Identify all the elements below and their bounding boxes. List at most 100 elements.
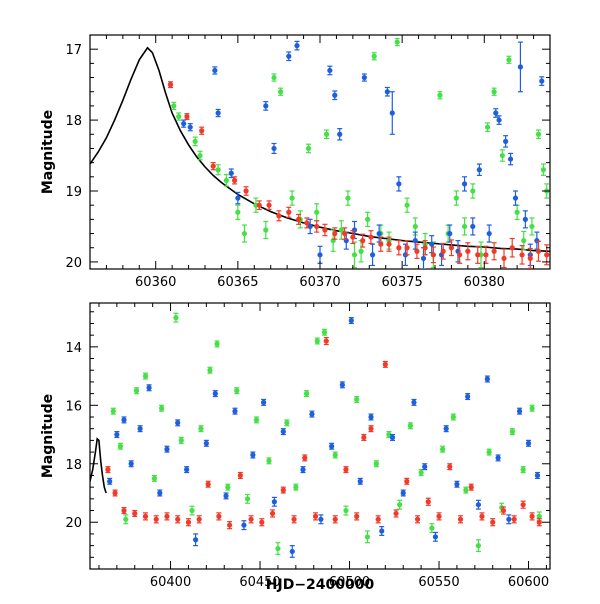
data-point bbox=[323, 338, 329, 344]
data-point bbox=[425, 499, 431, 505]
data-point bbox=[121, 507, 127, 514]
data-point bbox=[535, 248, 542, 254]
bottom-panel: Magnitude HJD−2400000 60400 60450 60500 605… bbox=[40, 302, 551, 593]
data-point bbox=[520, 467, 526, 473]
data-point bbox=[286, 209, 292, 215]
data-point bbox=[432, 534, 439, 540]
data-point bbox=[266, 458, 272, 464]
y-tick-label: 20 bbox=[65, 516, 82, 531]
y-tick-label: 16 bbox=[65, 399, 82, 414]
data-point bbox=[314, 338, 320, 344]
data-point bbox=[461, 223, 468, 230]
data-point bbox=[176, 113, 182, 120]
data-point bbox=[514, 209, 520, 215]
data-point bbox=[212, 391, 218, 397]
data-point bbox=[429, 241, 435, 247]
data-point bbox=[178, 437, 184, 443]
data-point bbox=[275, 545, 281, 552]
data-point bbox=[360, 238, 366, 244]
data-point bbox=[368, 234, 374, 240]
x-axis-label: HJD−2400000 bbox=[266, 577, 375, 593]
data-point bbox=[378, 241, 384, 247]
data-point bbox=[305, 145, 312, 152]
data-point bbox=[529, 223, 535, 230]
data-point bbox=[470, 223, 476, 230]
data-point bbox=[437, 92, 443, 98]
x-tick-label: 60380 bbox=[464, 275, 505, 290]
data-point bbox=[389, 110, 395, 116]
data-point bbox=[368, 426, 374, 432]
y-tick-label: 17 bbox=[65, 43, 82, 58]
data-point bbox=[184, 113, 190, 120]
data-point bbox=[309, 411, 315, 417]
data-point bbox=[235, 195, 241, 201]
data-point bbox=[491, 89, 497, 95]
data-point bbox=[314, 209, 320, 215]
data-point bbox=[293, 484, 299, 490]
data-point bbox=[384, 89, 390, 95]
data-point bbox=[369, 252, 376, 258]
data-point bbox=[404, 202, 410, 208]
data-point bbox=[496, 117, 502, 123]
data-point bbox=[519, 252, 525, 258]
data-point bbox=[501, 255, 507, 261]
y-tick-label: 18 bbox=[65, 458, 82, 473]
data-point bbox=[216, 513, 222, 519]
data-point bbox=[373, 461, 379, 467]
data-point bbox=[520, 502, 526, 508]
data-point bbox=[397, 502, 403, 508]
data-point bbox=[375, 516, 381, 522]
x-tick-label: 60360 bbox=[135, 275, 176, 290]
y-tick-label: 18 bbox=[65, 114, 82, 129]
data-point bbox=[227, 522, 233, 528]
data-point bbox=[393, 510, 399, 517]
top-panel: Magnitude 60360 60365 60370 60375 60380 17 18 1… bbox=[40, 34, 551, 290]
data-point bbox=[110, 408, 116, 414]
data-point bbox=[376, 230, 382, 237]
data-point bbox=[507, 156, 514, 162]
data-point bbox=[286, 53, 292, 59]
data-point bbox=[289, 195, 295, 201]
data-point bbox=[486, 449, 492, 455]
data-point bbox=[277, 89, 284, 95]
x-tick-label: 60450 bbox=[239, 575, 280, 590]
data-point bbox=[241, 230, 248, 237]
data-point bbox=[280, 487, 286, 493]
data-point bbox=[540, 167, 547, 173]
x-tick-label: 60400 bbox=[150, 575, 191, 590]
data-point bbox=[511, 516, 517, 522]
data-point bbox=[175, 516, 181, 522]
data-point bbox=[484, 376, 490, 382]
data-point bbox=[128, 461, 134, 467]
data-point bbox=[189, 507, 195, 514]
data-point bbox=[133, 388, 140, 394]
data-point bbox=[343, 507, 349, 514]
data-point bbox=[332, 230, 338, 237]
data-point bbox=[332, 452, 338, 458]
data-point bbox=[303, 391, 310, 397]
bottom-axes-ticks: 60400 60450 60500 60550 60600 14 16 18 20 bbox=[65, 303, 550, 590]
top-series-blue bbox=[181, 40, 545, 269]
data-point bbox=[534, 472, 541, 479]
data-point bbox=[412, 238, 418, 244]
y-tick-label: 19 bbox=[65, 185, 82, 200]
data-point bbox=[386, 431, 392, 438]
data-point bbox=[175, 420, 181, 426]
data-point bbox=[107, 478, 113, 484]
data-point bbox=[271, 499, 277, 505]
data-point bbox=[454, 481, 460, 487]
data-point bbox=[465, 393, 471, 400]
data-point bbox=[312, 513, 319, 519]
data-point bbox=[205, 481, 211, 487]
data-point bbox=[123, 516, 129, 522]
data-point bbox=[192, 138, 198, 144]
data-point bbox=[296, 216, 302, 222]
data-point bbox=[414, 248, 420, 254]
data-point bbox=[196, 516, 202, 522]
data-point bbox=[394, 39, 400, 45]
data-point bbox=[414, 516, 421, 522]
data-point bbox=[289, 548, 295, 555]
data-point bbox=[291, 516, 297, 522]
data-point bbox=[396, 181, 402, 187]
